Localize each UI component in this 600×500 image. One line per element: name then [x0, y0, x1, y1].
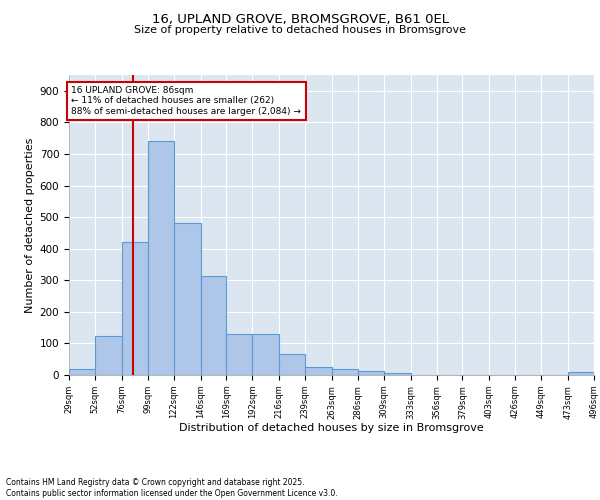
- Bar: [384, 374, 411, 375]
- Text: Contains HM Land Registry data © Crown copyright and database right 2025.
Contai: Contains HM Land Registry data © Crown c…: [6, 478, 338, 498]
- Bar: [332, 368, 358, 375]
- Bar: [122, 242, 148, 375]
- Bar: [148, 142, 173, 375]
- Bar: [568, 372, 594, 375]
- Text: 16 UPLAND GROVE: 86sqm
← 11% of detached houses are smaller (262)
88% of semi-de: 16 UPLAND GROVE: 86sqm ← 11% of detached…: [71, 86, 301, 116]
- Bar: [358, 371, 384, 375]
- Bar: [69, 368, 95, 375]
- Text: 16, UPLAND GROVE, BROMSGROVE, B61 0EL: 16, UPLAND GROVE, BROMSGROVE, B61 0EL: [151, 12, 449, 26]
- Bar: [173, 224, 200, 375]
- X-axis label: Distribution of detached houses by size in Bromsgrove: Distribution of detached houses by size …: [179, 423, 484, 433]
- Bar: [95, 336, 122, 375]
- Bar: [279, 354, 305, 375]
- Bar: [200, 276, 226, 375]
- Bar: [305, 367, 332, 375]
- Bar: [226, 334, 252, 375]
- Bar: [252, 334, 279, 375]
- Y-axis label: Number of detached properties: Number of detached properties: [25, 138, 35, 312]
- Text: Size of property relative to detached houses in Bromsgrove: Size of property relative to detached ho…: [134, 25, 466, 35]
